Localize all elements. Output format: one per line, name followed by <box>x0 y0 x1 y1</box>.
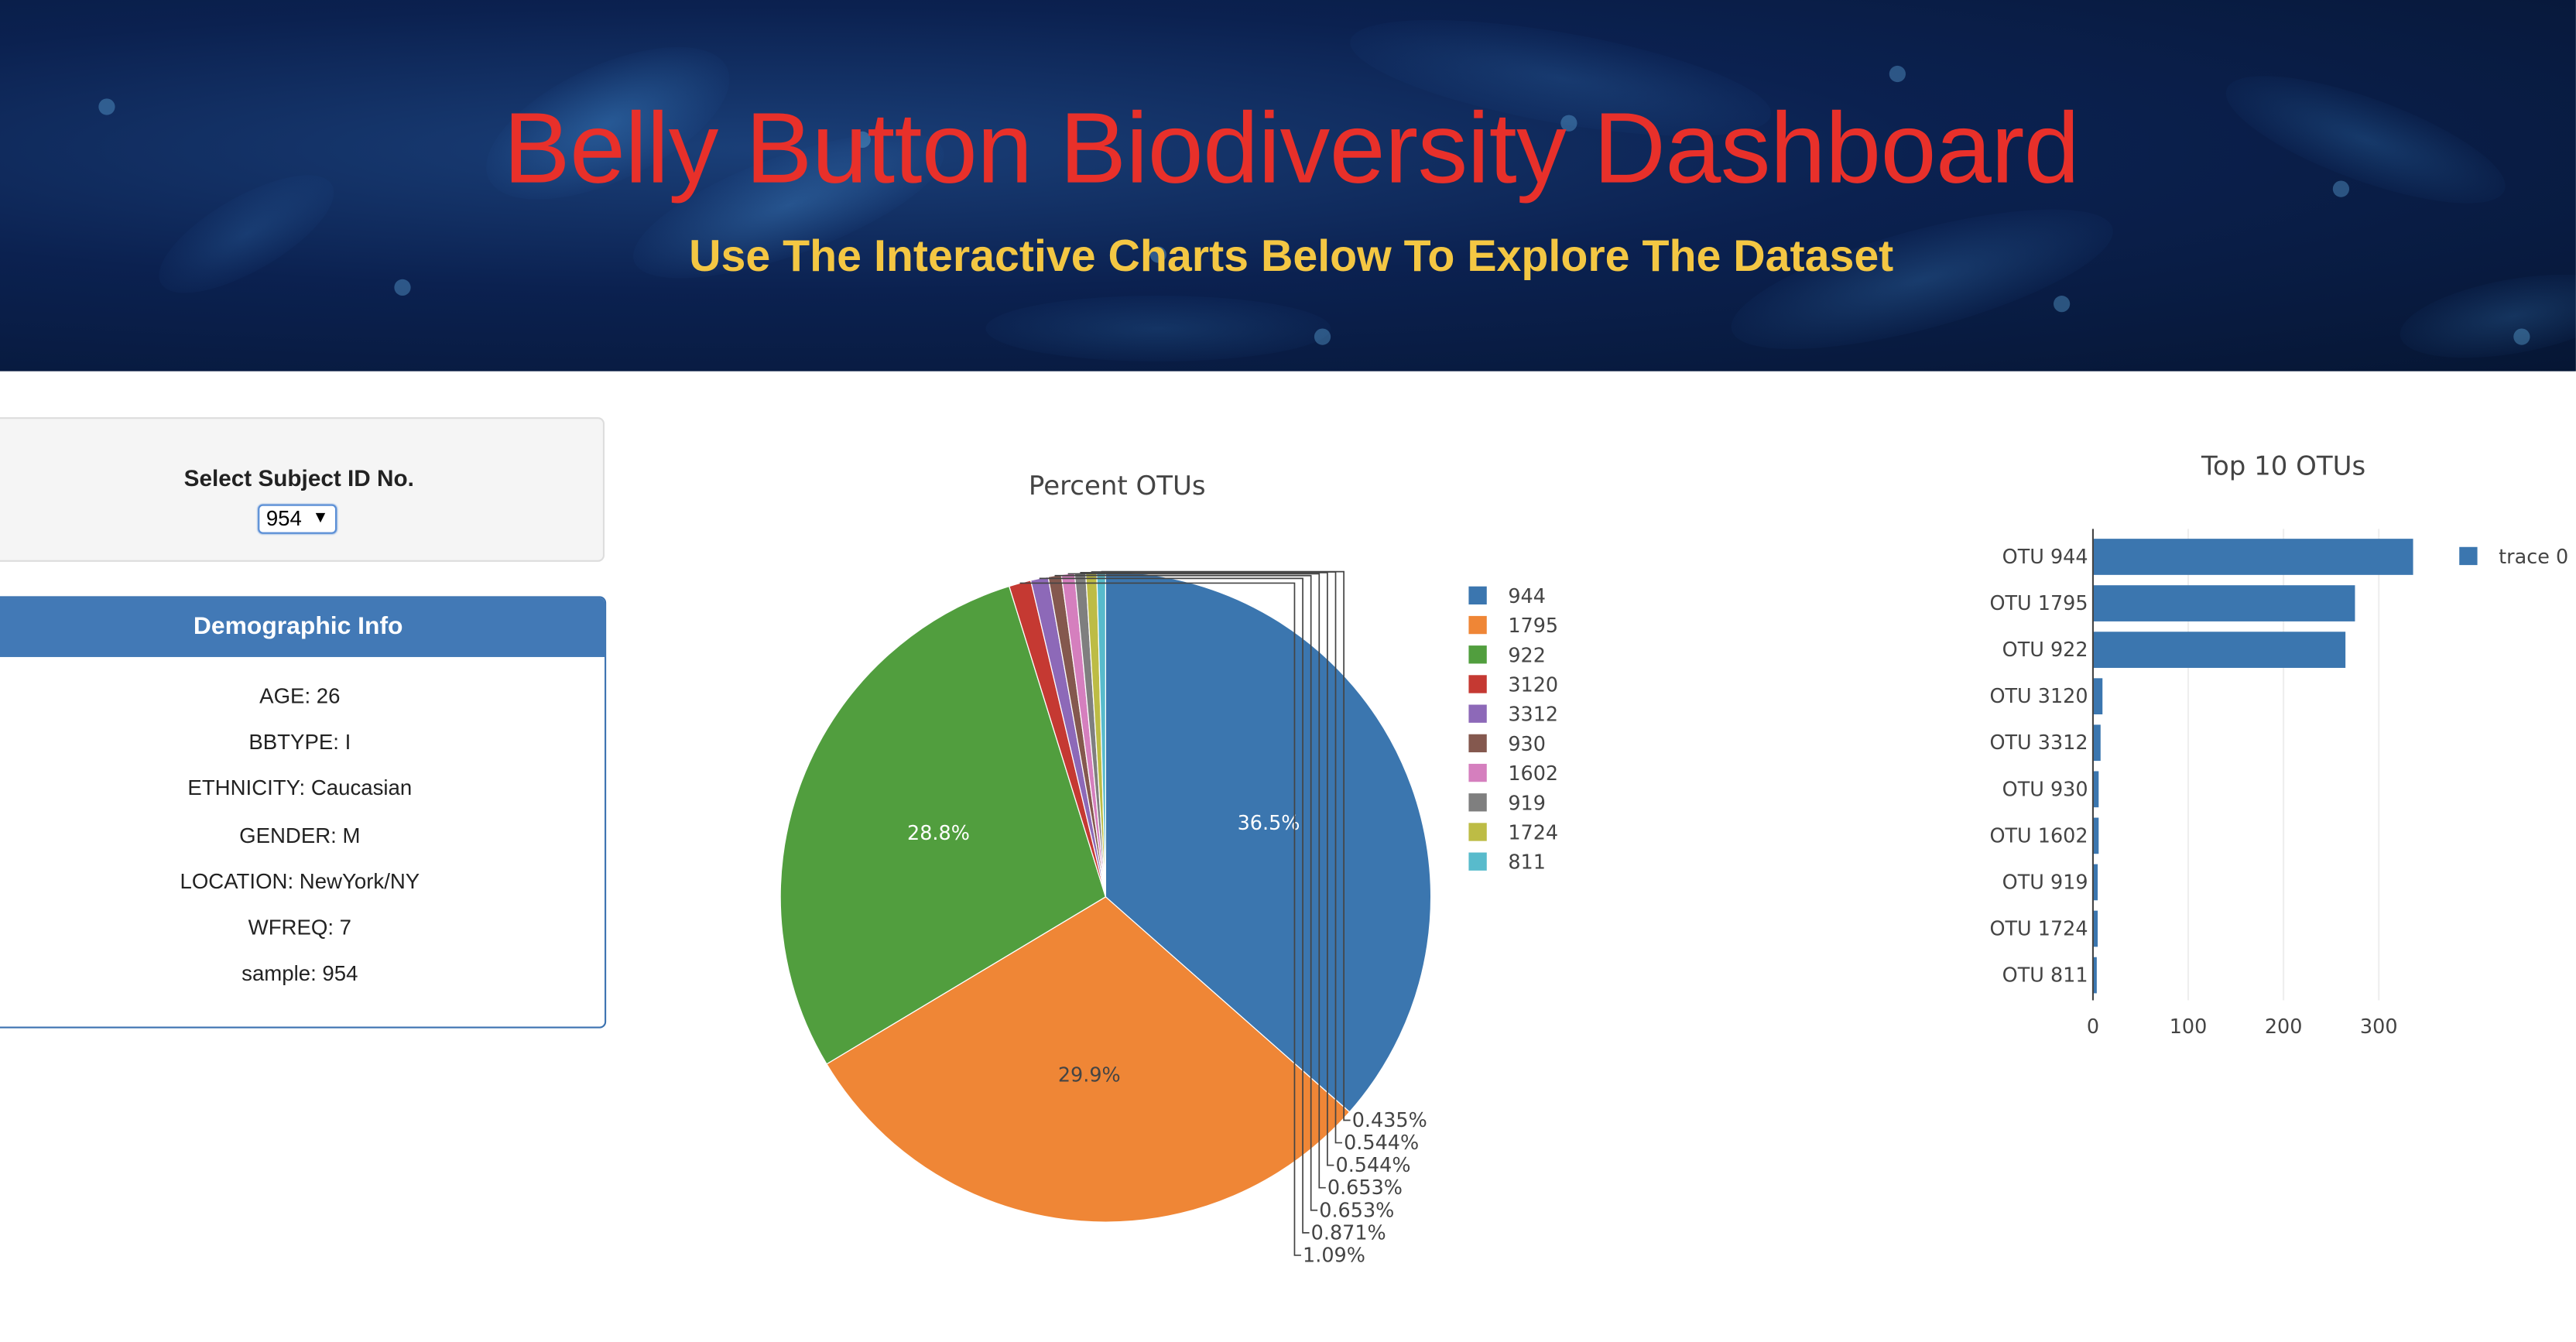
legend-label-3120[interactable]: 3120 <box>1508 674 1558 697</box>
pie-label-1724: 0.544% <box>1344 1131 1419 1155</box>
pie-label-3120: 1.09% <box>1303 1244 1365 1267</box>
x-tick-label: 100 <box>2170 1015 2208 1039</box>
bacteria-dot <box>2513 328 2530 345</box>
demographic-info-panel: Demographic Info AGE: 26 BBTYPE: I ETHNI… <box>0 596 607 1029</box>
pie-leader-line <box>1039 577 1310 1234</box>
legend-swatch-3312[interactable] <box>1468 704 1487 723</box>
demo-location: LOCATION: NewYork/NY <box>180 868 420 894</box>
bar-otu-1795[interactable] <box>2092 585 2355 621</box>
pie-leader-line <box>1080 572 1334 1166</box>
bar-otu-1724[interactable] <box>2092 910 2098 947</box>
y-tick-label: OTU 922 <box>2002 638 2088 662</box>
pie-leader-line <box>1091 571 1343 1144</box>
bacteria-dot <box>98 98 115 115</box>
legend-swatch-811[interactable] <box>1468 852 1487 871</box>
bar-otu-930[interactable] <box>2092 771 2099 808</box>
bar-otu-811[interactable] <box>2092 957 2097 994</box>
page-title: Belly Button Biodiversity Dashboard <box>503 91 2080 204</box>
x-tick-label: 300 <box>2360 1015 2398 1039</box>
bacteria-dot <box>2332 180 2350 197</box>
legend-label-1602[interactable]: 1602 <box>1508 762 1558 786</box>
bar-otu-919[interactable] <box>2092 864 2098 901</box>
demographic-info-heading: Demographic Info <box>0 597 605 657</box>
chevron-down-icon: ▼ <box>312 508 329 528</box>
pie-leader-line <box>1019 582 1301 1256</box>
demo-wfreq: WFREQ: 7 <box>248 915 352 940</box>
legend-swatch-1724[interactable] <box>1468 823 1487 841</box>
legend-swatch-919[interactable] <box>1468 793 1487 812</box>
x-tick-label: 200 <box>2265 1015 2303 1039</box>
legend-swatch-1795[interactable] <box>1468 615 1487 635</box>
legend-label-922[interactable]: 922 <box>1508 644 1546 667</box>
legend-swatch-3120[interactable] <box>1468 675 1487 693</box>
bacteria-dot <box>854 131 871 149</box>
pie-slice-1795[interactable] <box>826 896 1351 1223</box>
demo-sample: sample: 954 <box>242 960 358 986</box>
header-banner: Belly Button Biodiversity Dashboard Use … <box>0 0 2576 371</box>
pie-label-930: 0.653% <box>1319 1199 1394 1222</box>
legend-swatch-1602[interactable] <box>1468 763 1487 782</box>
legend-label-811[interactable]: 811 <box>1508 851 1546 875</box>
pie-label-922: 28.8% <box>907 822 970 845</box>
demo-age: AGE: 26 <box>259 683 341 708</box>
bar-otu-3120[interactable] <box>2092 678 2103 715</box>
demo-gender: GENDER: M <box>239 823 361 848</box>
legend-label-930[interactable]: 930 <box>1508 733 1546 756</box>
y-tick-label: OTU 3312 <box>1989 731 2088 755</box>
pie-leader-line <box>1067 573 1326 1189</box>
y-tick-label: OTU 1724 <box>1989 917 2088 940</box>
subject-id-selected-value: 954 <box>265 505 302 531</box>
y-tick-label: OTU 919 <box>2002 871 2088 894</box>
y-tick-label: OTU 3120 <box>1989 685 2088 708</box>
bacteria-dot <box>1889 65 1906 83</box>
bar-otu-922[interactable] <box>2092 632 2346 668</box>
pie-label-1602: 0.653% <box>1327 1176 1403 1200</box>
pie-label-919: 0.544% <box>1336 1154 1411 1177</box>
bar-otu-944[interactable] <box>2092 539 2413 575</box>
x-tick-label: 0 <box>2087 1015 2099 1039</box>
legend-label-1724[interactable]: 1724 <box>1508 822 1558 845</box>
legend-label-919[interactable]: 919 <box>1508 792 1546 815</box>
pie-label-811: 0.435% <box>1352 1109 1427 1132</box>
bacteria-dot <box>2054 296 2071 313</box>
pie-slice-922[interactable] <box>779 585 1107 1065</box>
bacteria-dot <box>394 279 411 296</box>
subject-selector-panel: Select Subject ID No. 954 ▼ <box>0 417 605 562</box>
y-tick-label: OTU 811 <box>2002 964 2088 988</box>
legend-swatch-922[interactable] <box>1468 645 1487 664</box>
y-tick-label: OTU 1602 <box>1989 824 2088 847</box>
pie-leader-line <box>1054 574 1318 1211</box>
bacteria-dot <box>1314 328 1331 345</box>
legend-swatch-944[interactable] <box>1468 586 1487 605</box>
pie-label-1795: 29.9% <box>1058 1063 1121 1087</box>
subject-id-dropdown[interactable]: 954 ▼ <box>258 504 337 534</box>
top-10-otus-bar-chart[interactable]: 0 100 200 300 OTU 944 OTU 1795 OTU 922 OTU 3120… <box>1971 522 2576 1048</box>
legend-swatch-trace-0[interactable] <box>2459 546 2478 566</box>
subject-select-label: Select Subject ID No. <box>183 464 414 491</box>
y-tick-label: OTU 944 <box>2002 546 2088 569</box>
demo-ethnicity: ETHNICITY: Caucasian <box>187 775 413 800</box>
y-tick-label: OTU 1795 <box>1989 592 2088 615</box>
bar-chart-title: Top 10 OTUs <box>2201 450 2366 481</box>
pie-slice-944[interactable] <box>1105 570 1432 1113</box>
bacteria-dot <box>1560 115 1577 132</box>
legend-swatch-930[interactable] <box>1468 734 1487 753</box>
pie-label-944: 36.5% <box>1238 812 1300 835</box>
legend-label-3312[interactable]: 3312 <box>1508 704 1558 727</box>
bar-otu-3312[interactable] <box>2092 724 2101 762</box>
bar-otu-1602[interactable] <box>2092 817 2099 854</box>
percent-otus-pie-chart[interactable]: 36.5%29.9%28.8%0.435%0.544%0.544%0.653%0… <box>755 542 1610 1297</box>
legend-label-trace-0[interactable]: trace 0 <box>2499 546 2568 569</box>
pie-chart-title: Percent OTUs <box>1028 470 1206 502</box>
legend-label-944[interactable]: 944 <box>1508 585 1546 608</box>
demo-bbtype: BBTYPE: I <box>248 729 351 755</box>
page-subtitle: Use The Interactive Charts Below To Expl… <box>689 231 1894 281</box>
bacteria-shape <box>985 296 1331 361</box>
pie-label-3312: 0.871% <box>1311 1221 1386 1244</box>
y-tick-label: OTU 930 <box>2002 778 2088 801</box>
bacteria-dot <box>1149 246 1166 263</box>
legend-label-1795[interactable]: 1795 <box>1508 615 1558 638</box>
